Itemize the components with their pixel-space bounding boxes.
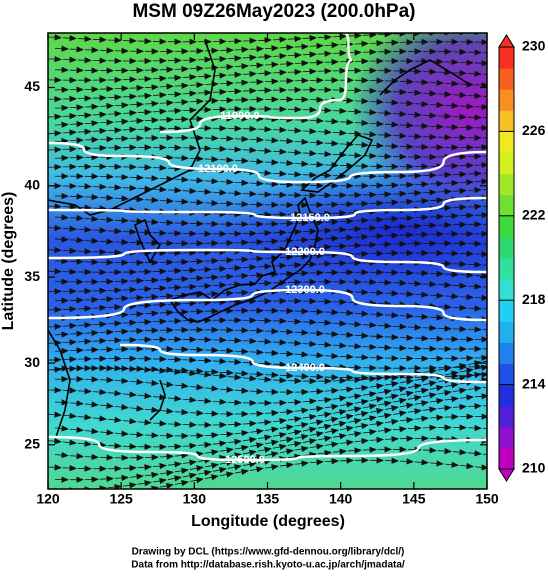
contour-label: 12150.0 (290, 212, 330, 224)
contour-line (48, 288, 487, 322)
streamline (48, 336, 487, 353)
contour-line (48, 196, 487, 220)
contour-label: 11900.0 (220, 110, 259, 122)
colorbar-tick-label: 218 (522, 291, 546, 307)
x-tick-label: 140 (329, 491, 353, 507)
streamline (48, 125, 487, 141)
streamline (48, 385, 487, 429)
contour-line (159, 33, 353, 134)
contour-label: 12200.0 (285, 246, 325, 258)
y-tick-label: 30 (24, 354, 40, 370)
colorbar-extend (498, 468, 515, 482)
contour-line (119, 343, 487, 384)
streamline (48, 317, 487, 333)
y-tick-label: 45 (24, 78, 40, 94)
colorbar-segment (499, 363, 514, 386)
footer-line: Drawing by DCL (https://www.gfd-dennou.o… (132, 547, 405, 558)
contour-label: 12100.0 (198, 163, 238, 175)
x-tick-label: 150 (475, 491, 499, 507)
streamline (54, 96, 487, 112)
contour-line (48, 141, 487, 184)
contour-line (48, 248, 487, 274)
colorbar-segment (499, 215, 514, 238)
colorbar-segment (499, 300, 514, 322)
colorbar-segment (499, 342, 514, 364)
colorbar-segment (499, 279, 514, 301)
streamline (54, 173, 487, 189)
streamline (54, 192, 487, 209)
streamline (54, 212, 487, 228)
streamline (54, 57, 487, 74)
colorbar-segment (499, 131, 514, 153)
contour-label: 12300.0 (285, 284, 325, 296)
streamline (48, 86, 487, 103)
colorbar-segment (499, 426, 514, 449)
contour-label: 12500.0 (225, 454, 265, 466)
streamline (54, 413, 487, 461)
streamline (54, 393, 487, 440)
colorbar-segment (499, 173, 514, 196)
streamline (48, 424, 487, 472)
y-axis-label: Latitude (degrees) (0, 192, 17, 331)
colorbar-tick-label: 230 (522, 38, 546, 54)
colorbar-tick-label: 222 (522, 207, 546, 223)
colorbar-segment (499, 258, 514, 280)
streamline (54, 326, 487, 343)
y-tick-label: 35 (24, 268, 40, 284)
contours: 11900.0 12100.0 12150.0 12200.0 12300.0 12400… (48, 33, 487, 466)
colorbar-tick-label: 226 (522, 122, 546, 138)
y-tick-label: 25 (24, 435, 40, 451)
streamline (48, 105, 487, 121)
colorbar-segment (499, 447, 514, 470)
colorbar-segment (499, 405, 514, 428)
colorbar-tick-label: 214 (522, 375, 546, 391)
streamline (54, 115, 487, 132)
streamline (48, 372, 487, 407)
coastline (48, 39, 471, 441)
streamline (48, 48, 487, 65)
x-tick-label: 130 (183, 491, 207, 507)
streamline (54, 288, 487, 304)
colorbar-segment (499, 110, 514, 132)
streamline (54, 38, 487, 55)
streamline (48, 221, 487, 237)
contour-label: 12400.0 (285, 362, 325, 374)
footer-line: Data from http://database.rish.kyoto-u.a… (131, 560, 405, 571)
streamline (48, 360, 487, 385)
contour-line (48, 435, 487, 462)
x-tick-label: 135 (256, 491, 280, 507)
colorbar-segment (499, 194, 514, 217)
streamline (48, 144, 487, 161)
colorbar-segment (499, 47, 514, 69)
colorbar-segment (499, 384, 514, 407)
x-axis-label: Longitude (degrees) (191, 513, 345, 530)
colorbar-tick-label: 210 (522, 460, 546, 476)
colorbar-segment (499, 321, 514, 343)
y-tick-label: 40 (24, 177, 40, 193)
x-tick-label: 125 (109, 491, 133, 507)
colorbar-segment (499, 236, 514, 259)
streamline (54, 377, 487, 418)
colorbar-segment (499, 89, 514, 111)
streamline (54, 230, 487, 247)
streamline (54, 269, 487, 285)
colorbar-segment (499, 68, 514, 90)
streamline (48, 67, 487, 84)
field: 11900.0 12100.0 12150.0 12200.0 12300.0 12400… (48, 33, 487, 489)
colorbar-extend (498, 34, 515, 48)
streamline (54, 134, 487, 151)
chart-title: MSM 09Z26May2023 (200.0hPa) (132, 1, 415, 22)
x-tick-label: 120 (36, 491, 60, 507)
x-tick-label: 145 (402, 491, 426, 507)
colorbar-segment (499, 152, 514, 175)
